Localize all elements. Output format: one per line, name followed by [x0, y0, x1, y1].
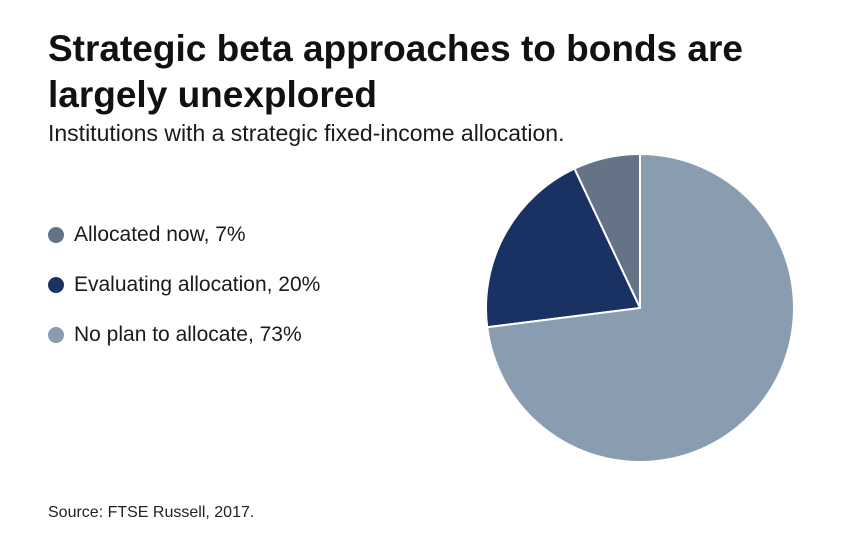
- pie-slice-no-plan-to-allocate: [486, 153, 795, 463]
- legend-swatch-evaluating-allocation: [48, 277, 64, 293]
- legend-label-allocated-now: Allocated now, 7%: [74, 223, 246, 246]
- legend-swatch-allocated-now: [48, 227, 64, 243]
- chart-title: Strategic beta approaches to bonds are l…: [48, 28, 743, 115]
- legend-label-no-plan-to-allocate: No plan to allocate, 73%: [74, 323, 302, 346]
- legend: Allocated now, 7% Evaluating allocation,…: [48, 210, 428, 360]
- legend-swatch-no-plan-to-allocate: [48, 327, 64, 343]
- legend-item-evaluating-allocation: Evaluating allocation, 20%: [48, 260, 428, 310]
- legend-item-allocated-now: Allocated now, 7%: [48, 210, 428, 260]
- legend-label-evaluating-allocation: Evaluating allocation, 20%: [74, 273, 321, 296]
- pie-chart: [485, 153, 795, 463]
- pie-slice-evaluating-allocation: [485, 167, 641, 329]
- chart-subtitle: Institutions with a strategic fixed-inco…: [48, 120, 565, 146]
- source-note: Source: FTSE Russell, 2017.: [48, 504, 255, 521]
- legend-item-no-plan-to-allocate: No plan to allocate, 73%: [48, 310, 428, 360]
